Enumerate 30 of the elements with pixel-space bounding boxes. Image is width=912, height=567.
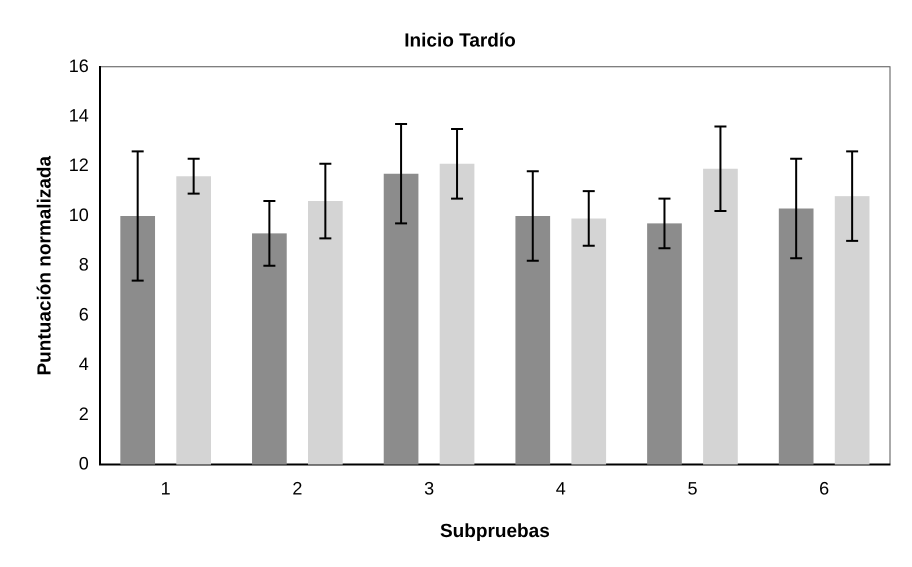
x-tick-label: 3	[424, 478, 434, 498]
x-tick-label: 1	[160, 478, 171, 498]
bar	[440, 164, 474, 465]
y-tick-label: 10	[68, 204, 89, 225]
y-tick-label: 16	[68, 56, 89, 76]
x-axis-title: Subpruebas	[440, 520, 550, 542]
bar	[834, 196, 870, 465]
y-tick-label: 14	[68, 105, 89, 126]
bar	[703, 168, 738, 465]
y-tick-label: 8	[78, 254, 89, 275]
bar	[571, 218, 606, 465]
bar	[778, 208, 814, 465]
x-tick-label: 2	[292, 478, 302, 498]
chart-title: Inicio Tardío	[404, 30, 516, 52]
bar	[176, 176, 212, 465]
y-tick-label: 2	[78, 404, 89, 424]
y-axis-title: Puntuación normalizada	[34, 155, 56, 376]
bar	[120, 216, 156, 465]
y-tick-label: 0	[78, 454, 89, 474]
y-tick-label: 4	[78, 354, 89, 374]
y-tick-label: 12	[68, 155, 89, 176]
y-tick-label: 6	[78, 304, 89, 324]
bar	[384, 174, 418, 465]
bar	[252, 233, 287, 465]
x-tick-label: 6	[819, 478, 830, 498]
bar	[647, 223, 682, 465]
bar	[515, 216, 550, 465]
x-tick-label: 4	[556, 478, 566, 498]
x-tick-label: 5	[687, 478, 698, 498]
bar	[308, 201, 343, 465]
